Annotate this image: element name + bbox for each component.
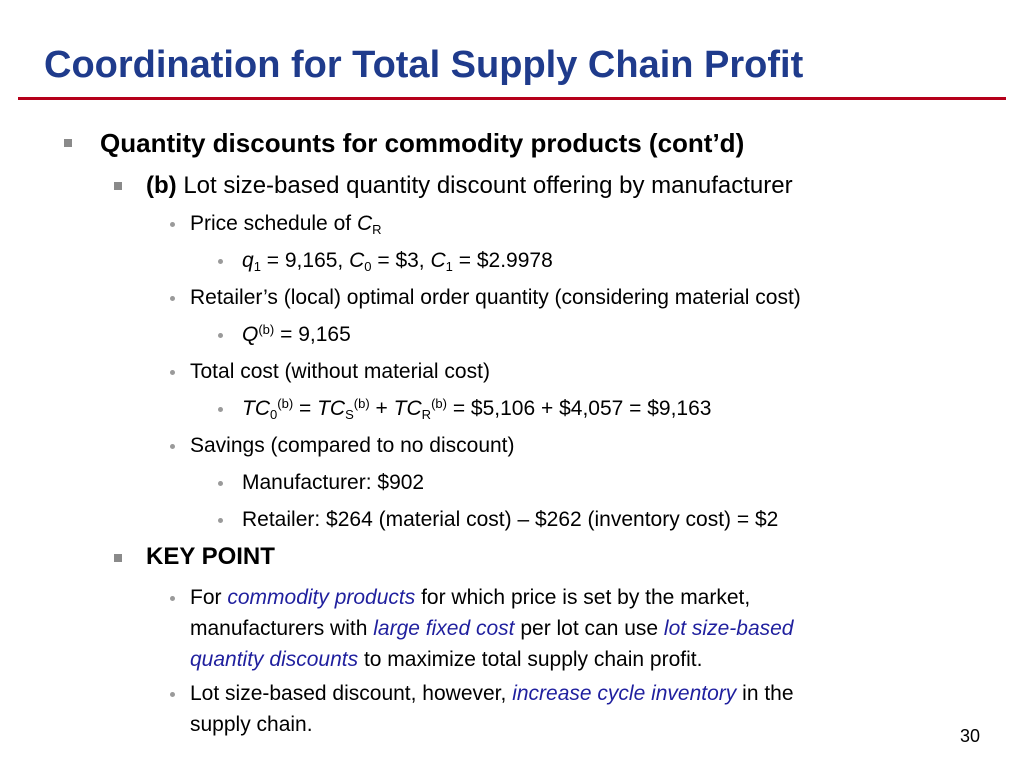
tc0-sub: 0 (270, 406, 278, 422)
bullet-tc-formula: TC0(b) = TCS(b) + TCR(b) = $5,106 + $4,0… (242, 396, 711, 421)
bullet-price-schedule: Price schedule of CR (190, 211, 382, 236)
tc0-var: TC (242, 397, 270, 420)
c1-var: C (430, 249, 446, 272)
price-schedule-var: C (356, 212, 373, 235)
tcs-var: TC (317, 397, 346, 420)
round-bullet-icon (218, 518, 223, 523)
kp1-em-quantity-discounts: quantity discounts (190, 648, 359, 671)
title-divider (18, 97, 1006, 100)
bullet-retailer-saving: Retailer: $264 (material cost) – $262 (i… (242, 508, 779, 531)
tcs-sup: (b) (353, 395, 370, 411)
tcr-var: TC (393, 397, 422, 420)
tcs-sub: S (345, 406, 354, 422)
round-bullet-icon (170, 692, 175, 697)
bullet-savings: Savings (compared to no discount) (190, 434, 515, 457)
round-bullet-icon (218, 407, 223, 412)
price-schedule-text: Price schedule of (190, 212, 357, 235)
square-bullet-icon (114, 182, 122, 190)
tc-eq: = (293, 397, 318, 420)
tc0-sup: (b) (277, 395, 294, 411)
kp1-c: manufacturers with (190, 617, 374, 640)
qb-value: = 9,165 (274, 323, 351, 346)
kp2-em-cycle-inventory: increase cycle inventory (512, 682, 737, 705)
q1-sub: 1 (253, 258, 261, 274)
kp1-line2: manufacturers with large fixed cost per … (190, 616, 794, 641)
round-bullet-icon (170, 296, 175, 301)
tc-result: = $5,106 + $4,057 = $9,163 (446, 397, 712, 420)
kp2-line2: supply chain. (190, 713, 313, 736)
qb-var: Q (242, 323, 259, 346)
tc-plus: + (369, 397, 394, 420)
bullet-retailer-optimal: Retailer’s (local) optimal order quantit… (190, 286, 801, 309)
c0-sub: 0 (364, 258, 372, 274)
q1-var: q (242, 249, 254, 272)
b-text: Lot size-based quantity discount offerin… (183, 172, 793, 199)
kp1-em-commodity: commodity products (227, 586, 416, 609)
kp1-line1: For commodity products for which price i… (190, 585, 750, 610)
round-bullet-icon (218, 333, 223, 338)
round-bullet-icon (170, 444, 175, 449)
kp1-d: per lot can use (514, 617, 664, 640)
qb-sup: (b) (258, 321, 275, 337)
tcr-sub: R (421, 406, 432, 422)
bullet-b: (b) Lot size-based quantity discount off… (146, 172, 793, 201)
kp1-e: to maximize total supply chain profit. (358, 648, 703, 671)
slide-title: Coordination for Total Supply Chain Prof… (44, 44, 804, 86)
tcr-sup: (b) (431, 395, 447, 411)
bullet-manufacturer-saving: Manufacturer: $902 (242, 471, 425, 494)
q1-value: = 9,165, (260, 249, 350, 272)
c0-var: C (349, 249, 365, 272)
round-bullet-icon (218, 259, 223, 264)
kp2-a: Lot size-based discount, however, (190, 682, 513, 705)
square-bullet-icon (64, 139, 72, 147)
price-schedule-sub: R (372, 221, 382, 237)
kp1-em-lot-size: lot size-based (663, 617, 794, 640)
kp1-line3: quantity discounts to maximize total sup… (190, 647, 702, 672)
round-bullet-icon (170, 370, 175, 375)
bullet-q1: q1 = 9,165, C0 = $3, C1 = $2.9978 (242, 248, 553, 273)
kp1-b: for which price is set by the market, (415, 586, 751, 609)
bullet-qb: Q(b) = 9,165 (242, 322, 351, 347)
kp2-line1: Lot size-based discount, however, increa… (190, 681, 794, 706)
square-bullet-icon (114, 554, 122, 562)
page-number: 30 (960, 726, 981, 746)
kp2-b: in the (736, 682, 794, 705)
round-bullet-icon (218, 481, 223, 486)
heading-bullet: Quantity discounts for commodity product… (100, 128, 745, 158)
round-bullet-icon (170, 222, 175, 227)
bullet-total-cost: Total cost (without material cost) (190, 360, 490, 383)
kp1-em-fixed-cost: large fixed cost (373, 617, 515, 640)
key-point-heading: KEY POINT (146, 543, 275, 570)
c1-value: = $2.9978 (452, 249, 553, 272)
c0-value: = $3, (371, 249, 431, 272)
round-bullet-icon (170, 596, 175, 601)
b-label: (b) (146, 172, 177, 199)
kp1-a: For (190, 586, 228, 609)
c1-sub: 1 (445, 258, 453, 274)
